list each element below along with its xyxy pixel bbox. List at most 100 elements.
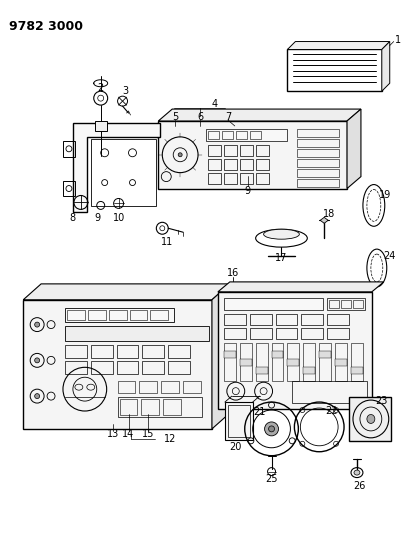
Polygon shape [346,109,360,189]
Bar [168,361,190,374]
Bar [297,179,338,187]
Text: 18: 18 [322,209,335,220]
Text: 13: 13 [106,429,119,439]
Text: 17: 17 [274,253,287,263]
Bar [249,131,260,139]
Bar [275,328,297,338]
Polygon shape [348,397,390,441]
Bar [319,343,330,381]
Polygon shape [158,109,360,121]
Bar [249,314,271,325]
Ellipse shape [268,426,274,432]
Bar [255,145,268,156]
Bar [239,145,252,156]
Text: 6: 6 [196,112,202,122]
Text: 14: 14 [122,429,134,439]
Bar [23,300,211,429]
Bar [255,343,267,381]
Circle shape [35,322,40,327]
Bar [142,345,164,358]
Text: 11: 11 [161,237,173,247]
Bar [217,292,371,409]
Circle shape [178,153,182,157]
Bar [239,343,251,381]
Bar [207,173,220,183]
Bar [150,310,168,320]
Bar [207,159,220,169]
Bar [90,139,156,206]
Ellipse shape [366,415,374,423]
Bar [161,381,179,393]
Bar [142,361,164,374]
Bar [239,159,252,169]
Bar [224,402,252,440]
Ellipse shape [353,470,359,475]
Bar [88,310,106,320]
Text: 24: 24 [382,251,395,261]
Bar [94,121,106,131]
Bar [334,343,346,381]
Bar [271,351,283,358]
Bar [205,129,287,141]
Bar [223,145,236,156]
Text: 9: 9 [94,213,101,223]
Polygon shape [319,217,327,223]
Bar [158,121,346,189]
Bar [239,359,251,366]
Bar [183,381,200,393]
Bar [328,300,338,308]
Bar [326,298,364,310]
Bar [223,351,235,358]
Bar [271,343,283,381]
Bar [350,343,362,381]
Text: 21: 21 [253,407,265,417]
Bar [297,139,338,147]
Bar [297,168,338,176]
Text: 9782 3000: 9782 3000 [9,20,83,33]
Bar [163,399,181,415]
Bar [116,345,138,358]
Bar [129,310,147,320]
Bar [319,351,330,358]
Text: 12: 12 [164,434,176,444]
Bar [223,343,235,381]
Bar [303,343,315,381]
Polygon shape [287,42,389,50]
Bar [223,159,236,169]
Bar [326,314,348,325]
Bar [326,328,348,338]
Bar [65,308,174,321]
Text: 23: 23 [375,396,387,406]
Bar [227,405,249,437]
Polygon shape [217,282,383,292]
Text: 3: 3 [122,86,128,96]
Circle shape [35,394,40,399]
Bar [117,381,135,393]
Ellipse shape [264,422,278,436]
Bar [90,345,112,358]
Text: 1: 1 [393,35,400,45]
Bar [117,397,202,417]
Text: 26: 26 [352,481,364,490]
Polygon shape [73,123,160,212]
Text: 10: 10 [112,213,124,223]
Bar [65,361,87,374]
Ellipse shape [263,229,299,239]
Circle shape [35,358,40,363]
Polygon shape [211,284,229,429]
Bar [63,181,75,197]
Bar [275,314,297,325]
Bar [303,367,315,374]
Bar [301,314,322,325]
Bar [255,173,268,183]
Bar [223,173,236,183]
Text: 15: 15 [142,429,154,439]
Bar [223,314,245,325]
Bar [116,361,138,374]
Text: 9: 9 [244,185,250,196]
Bar [221,131,232,139]
Bar [108,310,126,320]
Text: 19: 19 [378,190,390,200]
Bar [207,131,218,139]
Bar [255,367,267,374]
